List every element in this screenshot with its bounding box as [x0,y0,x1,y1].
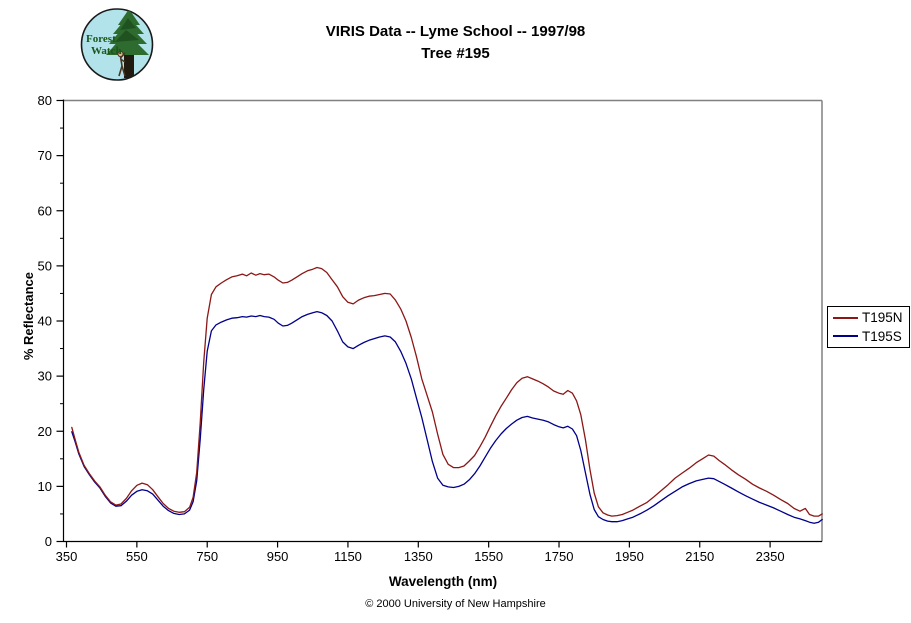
y-tick-label: 80 [38,93,52,108]
y-tick-label: 40 [38,314,52,329]
y-tick-label: 0 [45,534,52,549]
series-line-t195s [71,310,823,524]
x-tick-label: 1950 [615,549,644,564]
legend: T195N T195S [827,306,910,348]
y-axis-title: % Reflectance [21,272,36,361]
x-tick-label: 750 [196,549,218,564]
y-tick-label: 60 [38,203,52,218]
y-tick-label: 30 [38,369,52,384]
chart-title-line2: Tree #195 [421,45,490,62]
legend-item-t195n: T195N [833,310,909,325]
copyright-notice: © 2000 University of New Hampshire [365,598,546,610]
x-tick-label: 1750 [545,549,574,564]
x-tick-label: 2350 [756,549,785,564]
series-line-t195n [71,266,823,517]
legend-line-swatch-t195s [833,335,858,338]
person-figure [117,50,126,77]
chart-title-line1: VIRIS Data -- Lyme School -- 1997/98 [325,23,586,40]
y-tick-label: 70 [38,148,52,163]
chart-title: VIRIS Data -- Lyme School -- 1997/98 Tre… [0,21,911,65]
x-axis-title: Wavelength (nm) [388,574,498,589]
x-tick-label: 2150 [685,549,714,564]
x-tick-label: 1350 [404,549,433,564]
logo-text-forest: Forest [86,33,116,45]
legend-line-swatch-t195n [833,316,858,319]
y-tick-label: 20 [38,424,52,439]
x-tick-label: 1550 [474,549,503,564]
x-tick-label: 550 [126,549,148,564]
x-tick-label: 1150 [334,549,362,564]
y-tick-label: 10 [38,479,52,494]
legend-label-t195s: T195S [862,328,902,344]
pine-tree-illustration [106,9,149,78]
logo-text-watch: Watch [91,45,122,57]
legend-item-t195s: T195S [833,329,909,344]
x-tick-label: 950 [267,549,289,564]
x-tick-label: 350 [56,549,78,564]
forest-watch-logo: Forest Watch [80,8,154,81]
legend-label-t195n: T195N [862,310,903,326]
y-tick-label: 50 [38,258,52,273]
